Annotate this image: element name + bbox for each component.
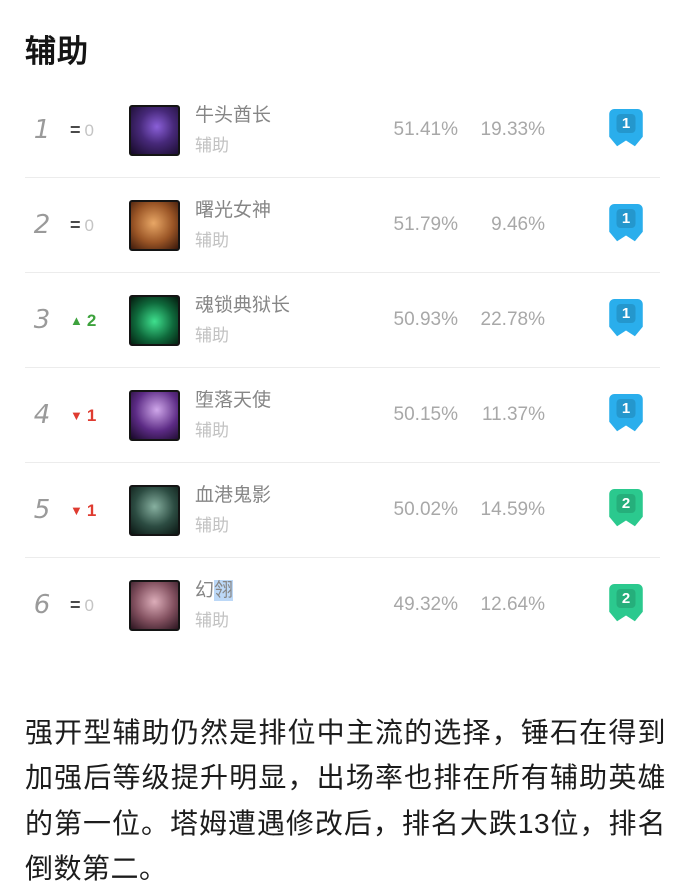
champion-name: 曙光女神: [195, 199, 272, 221]
tier-badge: 2: [608, 488, 644, 532]
champion-role: 辅助: [195, 136, 229, 156]
tier-badge: 1: [608, 203, 644, 247]
champion-name: 魂锁典狱长: [195, 294, 291, 316]
trend-value: 1: [86, 405, 97, 425]
champion-info: 魂锁典狱长 辅助: [195, 294, 383, 347]
champion-role: 辅助: [195, 516, 229, 536]
champion-row[interactable]: 5 ▼ 1 血港鬼影 辅助 50.02% 14.59% 2: [0, 463, 690, 557]
pick-rate: 11.37%: [481, 404, 545, 425]
trend-value: 1: [86, 500, 97, 520]
champion-name: 堕落天使: [195, 389, 272, 411]
champion-name-selected-text: 翎: [214, 579, 234, 601]
champion-portrait: [129, 579, 180, 631]
tier-number: 2: [616, 494, 636, 513]
trend-indicator: ▼ 1: [66, 502, 126, 519]
tier-badge: 1: [608, 298, 644, 342]
win-rate: 51.41%: [393, 119, 458, 140]
champion-row[interactable]: 6 = 0 幻翎 辅助 49.32% 12.64% 2: [0, 558, 690, 652]
champion-name: 幻翎: [195, 579, 383, 603]
analysis-paragraph: 强开型辅助仍然是排位中主流的选择，锤石在得到加强后等级提升明显，出场率也排在所有…: [25, 717, 666, 885]
trend-indicator: ▲ 2: [66, 312, 126, 329]
champion-row[interactable]: 2 = 0 曙光女神 辅助 51.79% 9.46% 1: [0, 178, 690, 272]
champion-role: 辅助: [195, 421, 229, 441]
champion-portrait: [129, 294, 180, 346]
rank-number: 5: [33, 495, 51, 525]
trend-equal-icon: =: [70, 595, 81, 615]
trend-indicator: ▼ 1: [66, 407, 126, 424]
row-divider: [25, 367, 660, 368]
row-divider: [25, 557, 660, 558]
trend-indicator: = 0: [66, 121, 126, 139]
trend-indicator: = 0: [66, 596, 126, 614]
trend-down-icon: ▼: [70, 407, 83, 423]
tier-badge-icon: 1: [608, 298, 644, 342]
champion-portrait: [129, 484, 180, 536]
win-rate: 49.32%: [393, 594, 458, 615]
champion-role: 辅助: [195, 326, 229, 346]
rank-number: 4: [33, 400, 51, 430]
page-title: 辅助: [25, 34, 89, 69]
champion-info: 血港鬼影 辅助: [195, 484, 383, 537]
rank-number: 1: [33, 115, 51, 145]
row-divider: [25, 177, 660, 178]
tier-badge: 1: [608, 108, 644, 152]
row-divider: [25, 462, 660, 463]
champion-row[interactable]: 1 = 0 牛头酋长 辅助 51.41% 19.33% 1: [0, 83, 690, 177]
trend-value: 0: [84, 595, 94, 615]
champion-portrait: [129, 389, 180, 441]
tier-number: 1: [616, 114, 636, 133]
win-rate: 50.15%: [393, 404, 458, 425]
tier-badge: 1: [608, 393, 644, 437]
tier-number: 1: [616, 304, 636, 323]
rank-number: 2: [33, 210, 51, 240]
trend-equal-icon: =: [70, 120, 81, 140]
tier-badge-icon: 2: [608, 583, 644, 627]
champion-info: 牛头酋长 辅助: [195, 104, 383, 157]
tier-number: 1: [616, 399, 636, 418]
champion-info: 曙光女神 辅助: [195, 199, 383, 252]
champion-role: 辅助: [195, 611, 229, 631]
champion-info: 幻翎 辅助: [195, 579, 383, 632]
tier-number: 1: [616, 209, 636, 228]
tier-badge-icon: 1: [608, 393, 644, 437]
trend-value: 0: [84, 215, 94, 235]
win-rate: 50.93%: [393, 309, 458, 330]
rank-number: 3: [33, 305, 51, 335]
win-rate: 50.02%: [393, 499, 458, 520]
champion-row[interactable]: 3 ▲ 2 魂锁典狱长 辅助 50.93% 22.78% 1: [0, 273, 690, 367]
trend-up-icon: ▲: [70, 312, 83, 328]
tier-badge-icon: 1: [608, 108, 644, 152]
champion-portrait: [129, 199, 180, 251]
tier-badge: 2: [608, 583, 644, 627]
win-rate: 51.79%: [393, 214, 458, 235]
champion-rank-list: 1 = 0 牛头酋长 辅助 51.41% 19.33% 1 2: [0, 83, 690, 652]
champion-portrait: [129, 104, 180, 156]
pick-rate: 19.33%: [480, 119, 545, 140]
champion-row[interactable]: 4 ▼ 1 堕落天使 辅助 50.15% 11.37% 1: [0, 368, 690, 462]
pick-rate: 9.46%: [491, 214, 545, 235]
champion-name: 血港鬼影: [195, 484, 272, 506]
tier-badge-icon: 1: [608, 203, 644, 247]
trend-down-icon: ▼: [70, 502, 83, 518]
trend-value: 0: [84, 120, 94, 140]
pick-rate: 12.64%: [480, 594, 545, 615]
champion-role: 辅助: [195, 231, 229, 251]
pick-rate: 14.59%: [480, 499, 545, 520]
trend-indicator: = 0: [66, 216, 126, 234]
trend-equal-icon: =: [70, 215, 81, 235]
champion-name: 牛头酋长: [195, 104, 272, 126]
trend-value: 2: [86, 310, 97, 330]
champion-info: 堕落天使 辅助: [195, 389, 383, 442]
tier-number: 2: [616, 589, 636, 608]
rank-number: 6: [33, 590, 51, 620]
row-divider: [25, 272, 660, 273]
tier-badge-icon: 2: [608, 488, 644, 532]
champion-name-text: 幻: [195, 579, 215, 601]
pick-rate: 22.78%: [480, 309, 545, 330]
